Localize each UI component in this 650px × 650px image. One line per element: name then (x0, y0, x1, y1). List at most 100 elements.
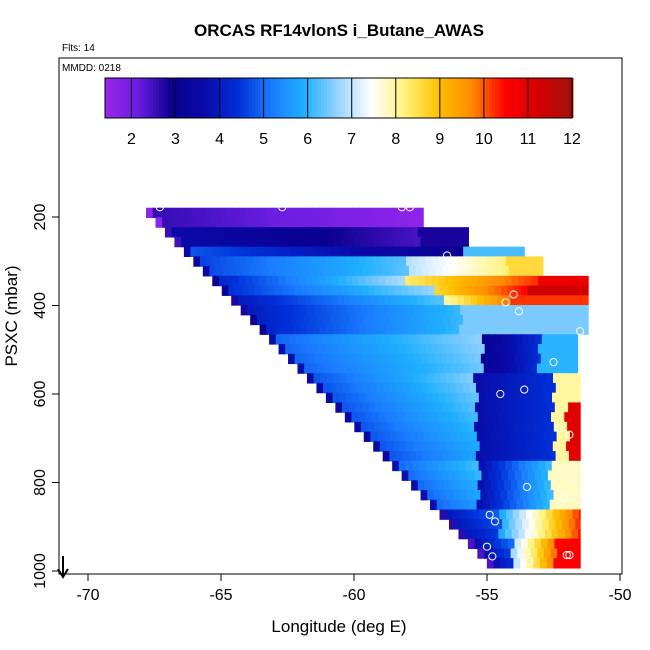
heatmap-cell (372, 392, 380, 404)
heatmap-cell (467, 236, 469, 248)
sample-point (155, 203, 164, 212)
heatmap-cell (341, 217, 349, 228)
heatmap-cell (449, 246, 458, 257)
date-note: MMDD: 0218 (62, 63, 121, 74)
heatmap-cell (542, 519, 550, 530)
heatmap-cell (382, 334, 390, 345)
heatmap-cell (492, 324, 500, 335)
heatmap-cell (277, 295, 286, 306)
colorbar-swatch (519, 78, 523, 118)
heatmap-cell (460, 305, 468, 316)
heatmap-cell (500, 490, 508, 501)
heatmap-cell (401, 285, 409, 296)
heatmap-cell (413, 236, 422, 248)
heatmap-cell (305, 275, 313, 287)
colorbar-swatch (216, 78, 220, 118)
heatmap-cell (235, 217, 243, 228)
heatmap-cell (245, 207, 254, 219)
heatmap-cell (574, 470, 581, 481)
heatmap-cell (439, 509, 447, 520)
heatmap-cell (447, 285, 456, 296)
heatmap-cell (281, 285, 289, 296)
heatmap-cell (283, 246, 291, 257)
heatmap-cell (384, 295, 392, 306)
heatmap-cell (544, 480, 552, 491)
colorbar-swatch (444, 78, 448, 118)
heatmap-cell (475, 402, 483, 413)
heatmap-cell (330, 246, 338, 257)
heatmap-cell (188, 217, 196, 228)
colorbar-swatch (432, 78, 436, 118)
colorbar-swatch (531, 78, 535, 118)
heatmap-cell (467, 490, 475, 501)
heatmap-cell (183, 246, 192, 257)
heatmap-cell (310, 246, 318, 257)
heatmap-cell (453, 373, 461, 384)
heatmap-cell (201, 236, 209, 248)
heatmap-cell (545, 324, 553, 335)
heatmap-cell (392, 460, 400, 472)
heatmap-cell (191, 227, 199, 238)
colorbar-swatch (123, 78, 127, 118)
heatmap-cell (521, 285, 529, 296)
heatmap-cell (531, 412, 539, 423)
heatmap-cell (554, 470, 562, 481)
heatmap-cell (356, 382, 364, 394)
heatmap-cell (576, 314, 584, 326)
colorbar-swatch (507, 78, 511, 118)
heatmap-cell (362, 334, 370, 345)
heatmap-cell (378, 207, 387, 219)
heatmap-cell (328, 334, 337, 345)
heatmap-cell (357, 363, 365, 374)
heatmap-cell (571, 528, 579, 540)
colorbar-swatch (294, 78, 298, 118)
colorbar-swatch (453, 78, 457, 118)
heatmap-cell (425, 324, 434, 335)
heatmap-cell (463, 295, 472, 306)
heatmap-cell (475, 266, 483, 277)
heatmap-cell (253, 305, 262, 316)
heatmap-cell (484, 412, 492, 423)
colorbar-swatch (546, 78, 550, 118)
heatmap-cell (450, 227, 459, 238)
heatmap-cell (496, 246, 504, 257)
heatmap-cell (502, 382, 510, 394)
heatmap-cell (437, 363, 445, 374)
y-tick-label: 600 (32, 381, 49, 408)
heatmap-cell (517, 343, 526, 355)
heatmap-cell (556, 363, 565, 374)
heatmap-cell (405, 392, 413, 404)
heatmap-cell (551, 275, 559, 287)
heatmap-cell (364, 227, 372, 238)
sample-point (501, 298, 510, 307)
heatmap-cell (448, 266, 457, 277)
heatmap-cell (458, 392, 467, 404)
heatmap-cell (557, 480, 565, 491)
heatmap-cell (535, 334, 543, 345)
heatmap-cell (332, 392, 340, 404)
heatmap-cell (379, 256, 387, 267)
heatmap-cell (446, 441, 454, 452)
heatmap-cell (362, 382, 371, 394)
heatmap-cell (245, 275, 253, 287)
heatmap-cell (347, 353, 356, 365)
heatmap-cell (296, 314, 304, 326)
heatmap-cell (501, 285, 509, 296)
heatmap-cell (477, 412, 486, 423)
heatmap-cell (456, 382, 464, 394)
heatmap-cell (574, 402, 581, 413)
heatmap-cell (407, 421, 415, 433)
heatmap-cell (452, 324, 460, 335)
heatmap-cell (195, 217, 203, 228)
heatmap-cell (527, 353, 535, 365)
heatmap-cell (502, 451, 510, 462)
colorbar-swatch (324, 78, 328, 118)
heatmap-cell (504, 412, 512, 423)
colorbar-swatch (513, 78, 517, 118)
heatmap-cell (365, 343, 373, 355)
heatmap-cell (563, 363, 571, 374)
heatmap-cell (243, 246, 251, 257)
colorbar-swatch (390, 78, 394, 118)
heatmap-cell (575, 451, 581, 462)
heatmap-cell (455, 402, 463, 413)
